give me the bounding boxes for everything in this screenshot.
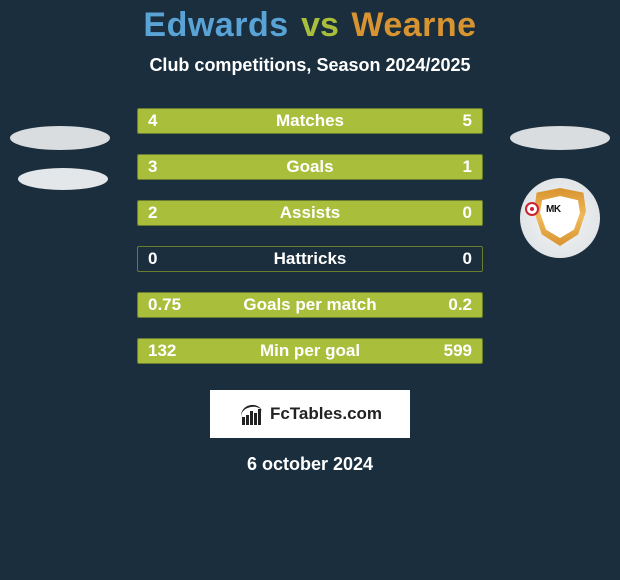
footer-date: 6 october 2024 — [0, 454, 620, 475]
stat-left-value: 4 — [148, 111, 157, 131]
stat-left-value: 0 — [148, 249, 157, 269]
stat-row: 3 1 Goals — [137, 154, 483, 180]
avatar-placeholder-icon — [10, 126, 110, 150]
player2-club-crest: MK — [520, 178, 600, 258]
source-logo: FcTables.com — [210, 390, 410, 438]
stat-row: 0 0 Hattricks — [137, 246, 483, 272]
stat-right-value: 1 — [463, 157, 472, 177]
stat-left-value: 2 — [148, 203, 157, 223]
stat-left-value: 0.75 — [148, 295, 181, 315]
stat-label: Goals per match — [243, 295, 376, 315]
avatar-placeholder-icon — [510, 126, 610, 150]
stat-left-value: 132 — [148, 341, 176, 361]
stat-left-value: 3 — [148, 157, 157, 177]
stat-row: 0.75 0.2 Goals per match — [137, 292, 483, 318]
subtitle: Club competitions, Season 2024/2025 — [0, 55, 620, 76]
stat-right-value: 0 — [463, 203, 472, 223]
stat-right-value: 599 — [444, 341, 472, 361]
vs-separator: vs — [301, 6, 339, 44]
source-logo-text: FcTables.com — [270, 404, 382, 424]
stat-right-value: 5 — [463, 111, 472, 131]
avatar-placeholder-icon — [18, 168, 108, 190]
player1-avatar — [10, 112, 110, 212]
player1-name: Edwards — [143, 6, 288, 44]
stat-fill-left — [138, 155, 396, 179]
crest-accent-icon — [525, 202, 539, 216]
stat-label: Assists — [280, 203, 340, 223]
stat-fill-left — [138, 109, 291, 133]
stat-right-value: 0 — [463, 249, 472, 269]
comparison-title: Edwards vs Wearne — [0, 0, 620, 45]
stat-label: Min per goal — [260, 341, 360, 361]
stat-label: Goals — [286, 157, 333, 177]
stat-label: Hattricks — [274, 249, 347, 269]
stat-row: 2 0 Assists — [137, 200, 483, 226]
stat-right-value: 0.2 — [448, 295, 472, 315]
stat-label: Matches — [276, 111, 344, 131]
stat-row: 4 5 Matches — [137, 108, 483, 134]
stat-row: 132 599 Min per goal — [137, 338, 483, 364]
crest-letters: MK — [546, 204, 561, 215]
stats-table: 4 5 Matches 3 1 Goals 2 0 Assists 0 0 Hattricks 0.75… — [137, 108, 483, 364]
chart-icon — [238, 401, 264, 427]
player2-name: Wearne — [351, 6, 476, 44]
